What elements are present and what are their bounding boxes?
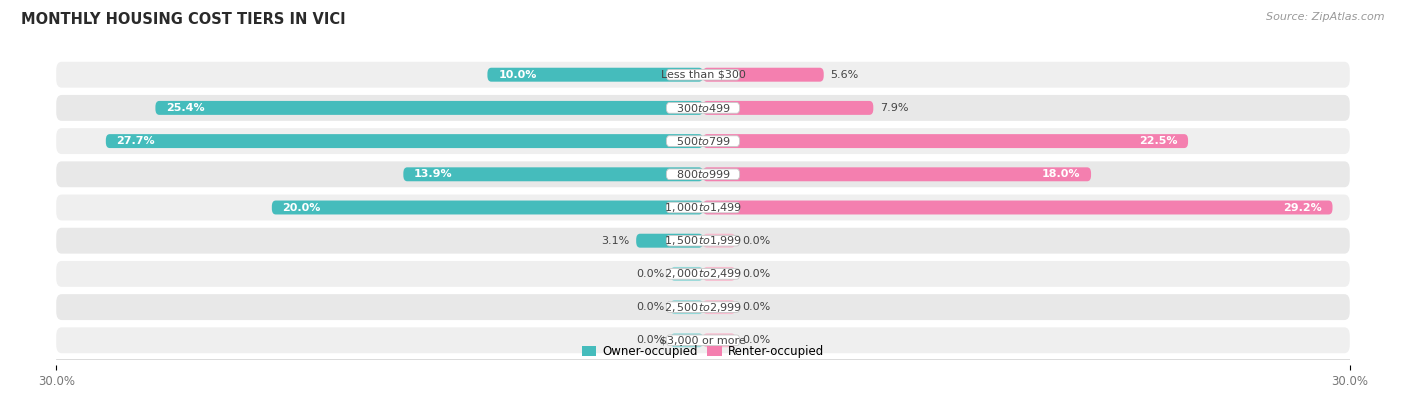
FancyBboxPatch shape <box>666 103 740 113</box>
Text: 13.9%: 13.9% <box>415 169 453 179</box>
FancyBboxPatch shape <box>56 62 1350 88</box>
FancyBboxPatch shape <box>56 161 1350 187</box>
Text: 0.0%: 0.0% <box>742 269 770 279</box>
FancyBboxPatch shape <box>105 134 703 148</box>
FancyBboxPatch shape <box>56 195 1350 220</box>
FancyBboxPatch shape <box>404 167 703 181</box>
Text: 25.4%: 25.4% <box>166 103 205 113</box>
FancyBboxPatch shape <box>703 200 1333 215</box>
FancyBboxPatch shape <box>56 294 1350 320</box>
Text: 29.2%: 29.2% <box>1284 203 1322 212</box>
Text: 0.0%: 0.0% <box>636 269 664 279</box>
Text: $3,000 or more: $3,000 or more <box>661 335 745 345</box>
Text: 0.0%: 0.0% <box>636 335 664 345</box>
FancyBboxPatch shape <box>56 261 1350 287</box>
FancyBboxPatch shape <box>56 228 1350 254</box>
FancyBboxPatch shape <box>666 169 740 180</box>
FancyBboxPatch shape <box>671 267 703 281</box>
Text: 0.0%: 0.0% <box>636 302 664 312</box>
FancyBboxPatch shape <box>703 267 735 281</box>
FancyBboxPatch shape <box>56 128 1350 154</box>
FancyBboxPatch shape <box>666 202 740 213</box>
Text: $800 to $999: $800 to $999 <box>675 168 731 180</box>
Text: Less than $300: Less than $300 <box>661 70 745 80</box>
Text: 7.9%: 7.9% <box>880 103 908 113</box>
Text: Source: ZipAtlas.com: Source: ZipAtlas.com <box>1267 12 1385 22</box>
FancyBboxPatch shape <box>666 136 740 146</box>
Text: 3.1%: 3.1% <box>602 236 630 246</box>
FancyBboxPatch shape <box>156 101 703 115</box>
FancyBboxPatch shape <box>666 235 740 246</box>
Text: $500 to $799: $500 to $799 <box>675 135 731 147</box>
FancyBboxPatch shape <box>671 300 703 314</box>
FancyBboxPatch shape <box>666 269 740 279</box>
Text: 0.0%: 0.0% <box>742 236 770 246</box>
FancyBboxPatch shape <box>271 200 703 215</box>
FancyBboxPatch shape <box>666 69 740 80</box>
Text: 0.0%: 0.0% <box>742 302 770 312</box>
FancyBboxPatch shape <box>671 333 703 347</box>
Text: $2,500 to $2,999: $2,500 to $2,999 <box>664 300 742 314</box>
Text: $1,500 to $1,999: $1,500 to $1,999 <box>664 234 742 247</box>
FancyBboxPatch shape <box>636 234 703 248</box>
FancyBboxPatch shape <box>703 234 735 248</box>
Text: $1,000 to $1,499: $1,000 to $1,499 <box>664 201 742 214</box>
Text: 20.0%: 20.0% <box>283 203 321 212</box>
FancyBboxPatch shape <box>703 167 1091 181</box>
FancyBboxPatch shape <box>703 300 735 314</box>
Text: $300 to $499: $300 to $499 <box>675 102 731 114</box>
FancyBboxPatch shape <box>56 327 1350 353</box>
FancyBboxPatch shape <box>703 333 735 347</box>
FancyBboxPatch shape <box>56 95 1350 121</box>
FancyBboxPatch shape <box>703 134 1188 148</box>
Text: 22.5%: 22.5% <box>1139 136 1177 146</box>
Text: 10.0%: 10.0% <box>498 70 537 80</box>
Text: 0.0%: 0.0% <box>742 335 770 345</box>
FancyBboxPatch shape <box>666 335 740 346</box>
Text: 5.6%: 5.6% <box>830 70 859 80</box>
Text: 27.7%: 27.7% <box>117 136 155 146</box>
Text: 18.0%: 18.0% <box>1042 169 1080 179</box>
Text: MONTHLY HOUSING COST TIERS IN VICI: MONTHLY HOUSING COST TIERS IN VICI <box>21 12 346 27</box>
Legend: Owner-occupied, Renter-occupied: Owner-occupied, Renter-occupied <box>578 340 828 362</box>
FancyBboxPatch shape <box>488 68 703 82</box>
FancyBboxPatch shape <box>666 302 740 312</box>
FancyBboxPatch shape <box>703 68 824 82</box>
Text: $2,000 to $2,499: $2,000 to $2,499 <box>664 267 742 281</box>
FancyBboxPatch shape <box>703 101 873 115</box>
